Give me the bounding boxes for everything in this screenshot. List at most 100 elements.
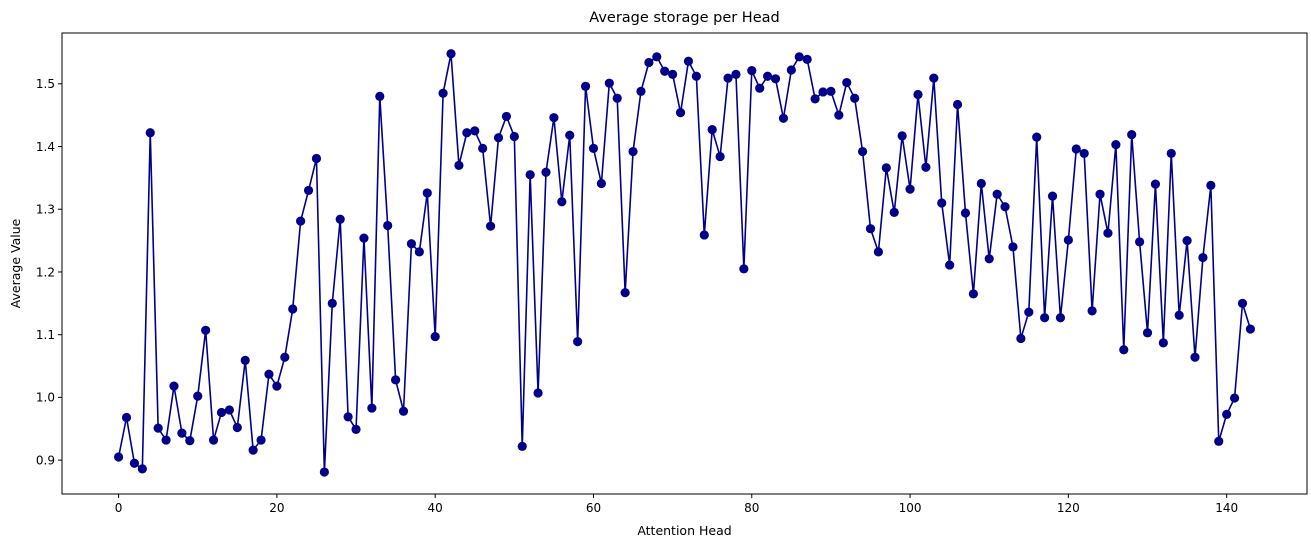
data-point xyxy=(1040,313,1050,323)
data-point xyxy=(1150,179,1161,189)
data-point xyxy=(517,441,527,451)
data-point xyxy=(557,197,567,207)
data-point xyxy=(905,184,915,194)
data-point xyxy=(1000,202,1010,212)
data-point xyxy=(145,128,155,138)
data-point xyxy=(240,355,250,365)
x-tick-label: 140 xyxy=(1215,501,1238,515)
chart-title: Average storage per Head xyxy=(589,10,779,26)
data-point xyxy=(699,230,709,240)
data-point xyxy=(1047,191,1058,201)
x-tick-label: 80 xyxy=(744,501,759,515)
data-point xyxy=(375,91,385,101)
data-point xyxy=(288,304,298,314)
data-point xyxy=(644,57,654,68)
data-point xyxy=(470,126,480,136)
data-point xyxy=(406,239,417,249)
data-point xyxy=(850,93,860,103)
y-tick-label: 1.2 xyxy=(36,265,55,279)
data-point xyxy=(921,162,931,172)
data-point xyxy=(707,124,717,135)
data-point xyxy=(153,423,163,433)
data-point xyxy=(683,56,694,66)
data-point xyxy=(1174,310,1184,320)
x-tick-label: 40 xyxy=(428,501,443,515)
data-point xyxy=(636,86,646,96)
data-point xyxy=(1166,148,1176,159)
data-point xyxy=(264,369,274,379)
data-point xyxy=(185,436,195,446)
data-point xyxy=(383,220,393,231)
data-point xyxy=(873,247,884,257)
data-point xyxy=(129,458,140,468)
data-point xyxy=(509,131,519,142)
data-point xyxy=(1024,307,1034,317)
data-point xyxy=(541,167,551,177)
data-point xyxy=(232,422,242,433)
data-point xyxy=(533,388,543,398)
data-point xyxy=(1095,189,1105,199)
x-axis-label: Attention Head xyxy=(637,523,731,538)
data-point xyxy=(501,111,512,122)
data-point xyxy=(1158,338,1168,348)
data-point xyxy=(1079,148,1089,159)
data-point xyxy=(739,264,749,274)
data-point xyxy=(280,352,290,362)
data-point xyxy=(367,403,377,413)
data-point xyxy=(857,146,868,157)
data-point xyxy=(660,66,670,76)
y-axis-label: Average Value xyxy=(8,218,23,308)
data-point xyxy=(818,87,828,97)
data-point xyxy=(715,151,725,162)
data-point xyxy=(1182,236,1192,246)
data-point xyxy=(303,185,314,196)
x-axis: 0 20 40 60 80 100 120 140 xyxy=(115,494,1238,515)
data-point xyxy=(525,170,535,180)
data-point xyxy=(1103,228,1113,238)
data-point xyxy=(319,467,329,477)
data-point xyxy=(454,160,464,170)
data-point xyxy=(1222,409,1232,419)
data-point xyxy=(612,93,622,103)
data-point xyxy=(763,71,773,81)
y-tick-label: 1.4 xyxy=(36,140,55,154)
data-point xyxy=(691,71,701,81)
data-point xyxy=(208,435,219,445)
data-point xyxy=(596,178,606,189)
data-point xyxy=(391,375,401,385)
data-point xyxy=(137,464,147,474)
data-point xyxy=(588,143,599,154)
data-point xyxy=(937,198,947,208)
data-point xyxy=(1063,235,1073,245)
y-tick-label: 0.9 xyxy=(36,453,55,467)
data-point xyxy=(296,216,306,226)
data-point xyxy=(976,178,986,189)
data-point xyxy=(1135,237,1145,247)
data-point xyxy=(968,289,978,299)
data-point xyxy=(786,65,796,75)
data-point xyxy=(668,69,678,79)
data-point xyxy=(248,445,258,455)
data-point xyxy=(1214,436,1224,446)
data-point xyxy=(1206,180,1216,191)
data-point xyxy=(1229,393,1240,403)
y-tick-label: 1.1 xyxy=(36,328,55,342)
data-point xyxy=(359,233,369,243)
data-point xyxy=(675,108,686,118)
data-point xyxy=(462,128,472,138)
data-point xyxy=(327,298,337,308)
data-point xyxy=(414,247,424,257)
data-point xyxy=(1190,352,1200,362)
plot-area xyxy=(113,49,1256,477)
data-point xyxy=(984,254,994,264)
data-point xyxy=(1071,144,1081,154)
data-point xyxy=(485,221,496,231)
y-tick-label: 1.5 xyxy=(36,77,55,91)
data-point xyxy=(842,77,852,88)
y-tick-label: 1.3 xyxy=(36,203,55,217)
data-point xyxy=(929,73,939,83)
data-point xyxy=(201,325,211,335)
x-tick-label: 60 xyxy=(586,501,601,515)
data-point xyxy=(446,49,456,59)
